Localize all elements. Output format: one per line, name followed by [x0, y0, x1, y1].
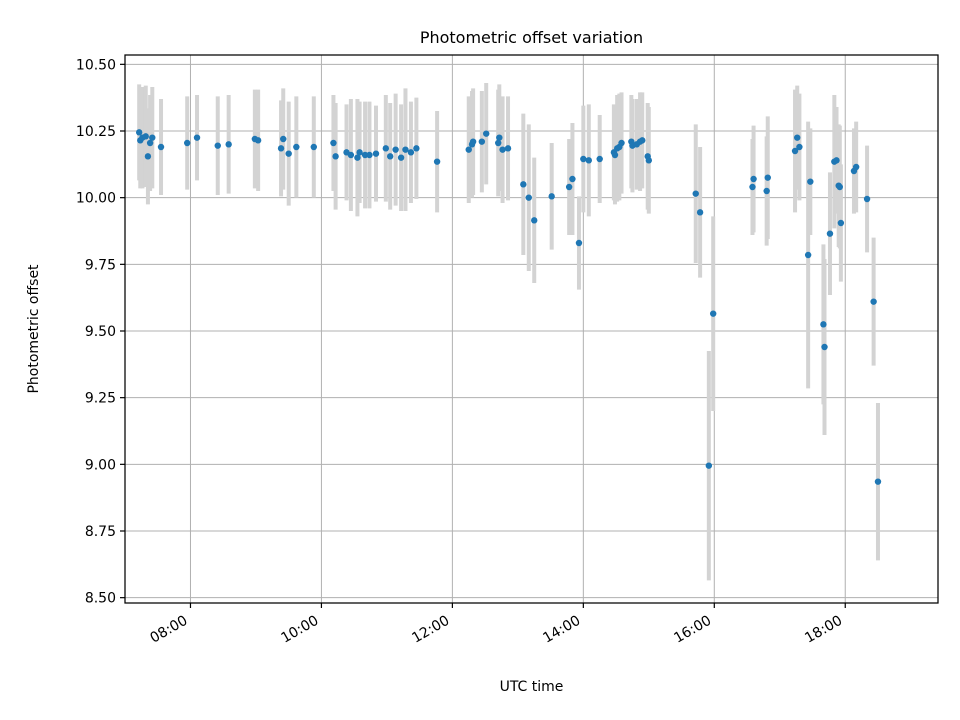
data-point [709, 310, 717, 317]
data-point [356, 149, 363, 156]
data-point [499, 146, 506, 153]
data-point [807, 178, 814, 185]
data-point [330, 139, 337, 147]
data-point [372, 150, 380, 157]
data-point [149, 134, 156, 141]
data-point [142, 133, 149, 140]
chart-title: Photometric offset variation [420, 28, 643, 47]
data-point [791, 147, 799, 155]
data-point [804, 251, 812, 259]
data-point [696, 209, 704, 216]
y-tick-label: 9.75 [85, 257, 116, 273]
data-point [496, 134, 503, 141]
data-point [852, 163, 860, 171]
data-point [402, 146, 409, 153]
data-point [796, 143, 803, 151]
data-point [293, 143, 300, 151]
data-point [863, 195, 871, 203]
data-point [611, 151, 619, 159]
y-tick-label: 10.25 [76, 124, 116, 140]
data-point [764, 174, 771, 181]
data-point [645, 157, 653, 164]
data-point [585, 157, 592, 164]
data-point [254, 137, 262, 144]
data-point [144, 153, 152, 160]
data-point [407, 149, 415, 156]
data-point [531, 217, 538, 224]
data-point [826, 230, 834, 237]
data-point [569, 175, 576, 183]
data-point [285, 150, 292, 157]
data-point [504, 145, 512, 152]
y-tick-label: 9.50 [85, 324, 116, 340]
data-point [277, 145, 285, 152]
y-tick-label: 8.50 [85, 591, 116, 607]
y-tick-label: 9.00 [85, 457, 116, 473]
data-point [280, 135, 287, 143]
data-point [495, 139, 502, 147]
data-point [763, 187, 770, 195]
y-tick-label: 8.75 [85, 524, 116, 540]
data-point [639, 137, 646, 144]
data-point [332, 153, 339, 160]
data-point [525, 194, 532, 201]
data-point [821, 343, 828, 351]
data-point [469, 138, 477, 145]
data-point [520, 181, 527, 188]
data-point [146, 139, 154, 147]
data-point [478, 138, 486, 145]
data-point [565, 183, 573, 191]
data-point [580, 155, 587, 163]
data-point [870, 298, 877, 305]
y-axis-ticks: 8.50 8.75 9.00 9.25 9.50 9.75 10.00 10.25 10.50 [76, 57, 125, 607]
data-point [135, 129, 143, 136]
data-point [548, 193, 555, 200]
data-point [575, 239, 583, 247]
y-tick-label: 9.25 [85, 391, 116, 407]
data-point [483, 130, 490, 137]
data-point [386, 153, 394, 160]
data-point [618, 139, 625, 147]
data-point [837, 219, 845, 227]
data-point [836, 183, 843, 191]
data-point [157, 143, 165, 151]
data-point [366, 151, 373, 159]
y-axis-label: Photometric offset [26, 264, 42, 394]
data-point [596, 155, 603, 163]
data-point [433, 158, 441, 165]
data-point [397, 154, 405, 161]
plot-frame [124, 54, 939, 604]
data-point [794, 134, 801, 141]
data-point [750, 175, 757, 183]
data-point [705, 462, 713, 469]
y-tick-label: 10.00 [76, 191, 116, 207]
data-point [392, 146, 399, 153]
data-point [193, 134, 201, 141]
data-point [820, 321, 827, 328]
data-point [225, 141, 232, 148]
data-point [184, 139, 191, 147]
data-point [833, 157, 840, 164]
y-tick-label: 10.50 [76, 57, 116, 73]
data-point [874, 478, 882, 485]
data-point [347, 151, 355, 159]
data-point [749, 183, 756, 191]
data-points [135, 129, 882, 485]
data-point [413, 145, 420, 152]
data-point [465, 146, 472, 153]
grid-lines [125, 55, 938, 603]
x-axis-label: UTC time [500, 679, 564, 695]
data-point [382, 145, 390, 152]
data-point [310, 143, 317, 151]
data-point [214, 142, 221, 149]
data-point [692, 190, 699, 197]
data-point [354, 154, 361, 161]
